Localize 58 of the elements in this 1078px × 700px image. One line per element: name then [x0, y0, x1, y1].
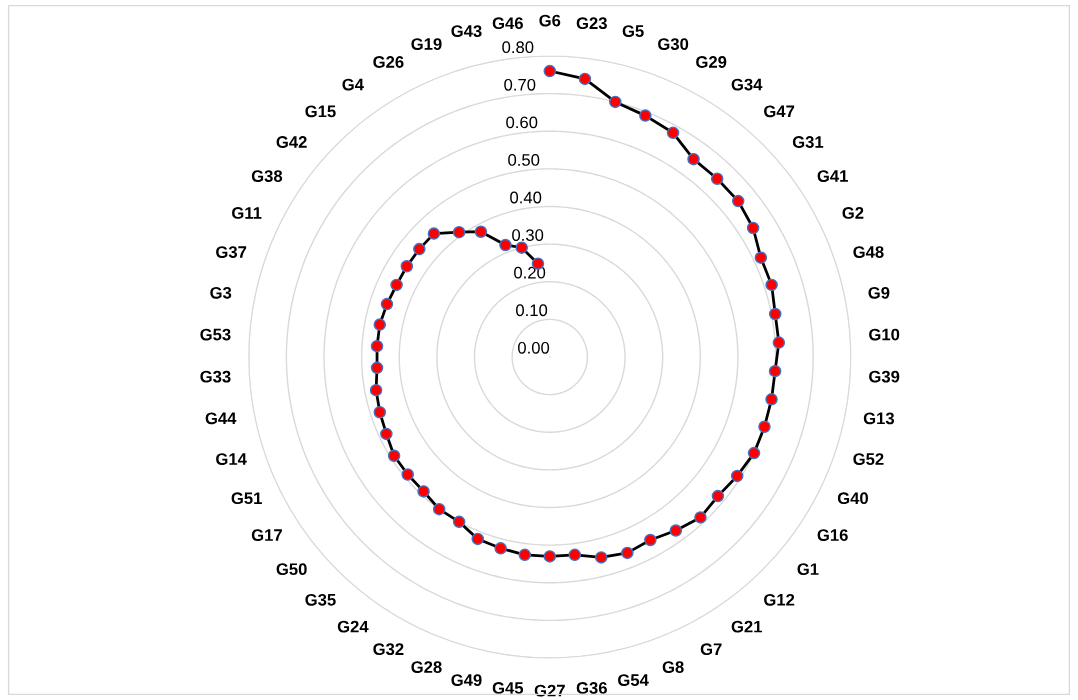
spoke-label: G6 [539, 14, 561, 27]
spoke-label: G35 [305, 593, 336, 606]
spoke-label: G2 [842, 207, 864, 219]
spoke-label: G15 [305, 105, 336, 118]
spoke-label: G49 [451, 674, 482, 686]
spoke-label: G21 [731, 620, 762, 633]
spoke-label: G29 [696, 56, 727, 68]
spoke-label: G45 [492, 682, 524, 694]
spoke-label: G32 [373, 643, 404, 656]
spoke-label: G14 [216, 453, 247, 465]
spoke-label: G37 [216, 246, 247, 258]
y-tick-label: 0.80 [502, 41, 534, 54]
spoke-label: G43 [451, 25, 482, 37]
spoke-label: G8 [662, 661, 684, 673]
spoke-label: G30 [658, 38, 689, 50]
spoke-label: G5 [622, 25, 644, 37]
spoke-label: G28 [411, 661, 442, 673]
spoke-label: G46 [492, 17, 523, 30]
spoke-label: G41 [817, 170, 848, 182]
spoke-label: G50 [276, 563, 307, 576]
spoke-label: G3 [210, 286, 232, 299]
spoke-label: G9 [868, 286, 890, 299]
spoke-label: G23 [576, 17, 607, 30]
spoke-label: G38 [251, 170, 283, 182]
spoke-label: G54 [618, 674, 649, 686]
spoke-label: G19 [411, 38, 442, 50]
y-tick-label: 0.40 [510, 191, 542, 204]
spoke-label: G53 [200, 328, 231, 341]
y-tick-label: 0.10 [516, 304, 548, 317]
spoke-label: G34 [731, 78, 763, 91]
spoke-label: G47 [764, 105, 795, 118]
spoke-label: G12 [764, 593, 795, 606]
spoke-label: G16 [817, 529, 848, 541]
spoke-label: G52 [853, 453, 884, 465]
spoke-label: G40 [837, 492, 868, 505]
spoke-label: G33 [200, 370, 231, 383]
spoke-label: G4 [342, 78, 364, 91]
y-tick-label: 0.60 [506, 116, 538, 129]
y-tick-label: 0.30 [512, 229, 544, 241]
spoke-label: G39 [869, 370, 900, 383]
spoke-label: G36 [576, 682, 607, 694]
y-tick-label: 0.00 [518, 341, 550, 354]
spoke-label: G26 [373, 56, 404, 68]
spoke-label: G11 [232, 207, 262, 219]
spoke-label: G17 [251, 529, 282, 541]
spoke-label: G31 [792, 136, 824, 148]
y-tick-label: 0.20 [514, 266, 546, 279]
y-tick-label: 0.50 [508, 154, 540, 166]
spoke-label: G1 [797, 563, 819, 576]
spoke-label: G7 [700, 643, 722, 656]
spoke-label: G24 [337, 620, 369, 633]
spoke-label: G51 [231, 492, 262, 505]
y-tick-label: 0.70 [504, 78, 536, 91]
spoke-label: G13 [863, 412, 895, 425]
spoke-label: G10 [869, 328, 900, 341]
spoke-label: G48 [853, 246, 884, 258]
spoke-label: G44 [205, 412, 237, 425]
spoke-label: G42 [276, 136, 307, 148]
